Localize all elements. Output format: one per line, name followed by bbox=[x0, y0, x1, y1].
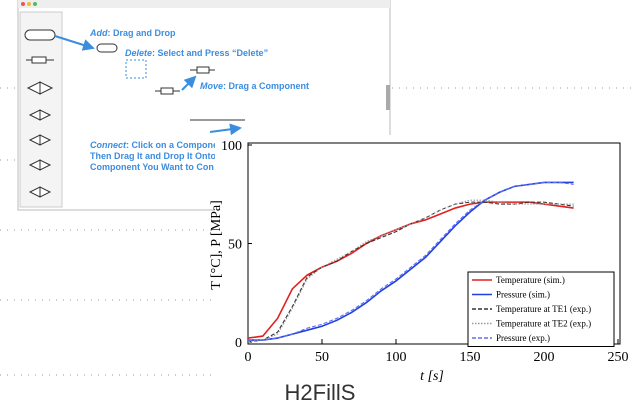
instruction-keyword: Add bbox=[89, 28, 108, 38]
instruction-text: : Drag a Component bbox=[223, 81, 309, 91]
y-tick-label: 0 bbox=[235, 336, 242, 351]
instruction: Delete: Select and Press “Delete” bbox=[125, 48, 268, 58]
legend-label: Temperature (sim.) bbox=[496, 275, 565, 285]
instruction-keyword: Delete bbox=[125, 48, 152, 58]
x-tick-label: 0 bbox=[245, 350, 252, 365]
instruction-line: Component You Want to Con bbox=[90, 162, 214, 172]
instruction-keyword: Move bbox=[200, 81, 223, 91]
x-tick-label: 50 bbox=[315, 350, 329, 365]
instruction-text: : Click on a Compone bbox=[126, 140, 218, 150]
instruction-line: Then Drag It and Drop It Onto bbox=[90, 151, 216, 161]
y-tick-label: 50 bbox=[228, 238, 242, 253]
legend-label: Pressure (exp.) bbox=[496, 333, 550, 343]
chart: 0 50 100 150 200 250 0 50 100 t [s] T [°C], P [MPa… bbox=[209, 135, 633, 385]
x-axis-label: t [s] bbox=[420, 369, 444, 384]
legend-label: Temperature at TE2 (exp.) bbox=[496, 319, 591, 329]
palette-item[interactable] bbox=[25, 30, 55, 40]
x-tick-label: 250 bbox=[608, 350, 629, 365]
instruction-keyword: Connect bbox=[90, 140, 127, 150]
x-tick-label: 200 bbox=[534, 350, 555, 365]
legend-label: Pressure (sim.) bbox=[496, 290, 550, 300]
instruction: Move: Drag a Component bbox=[200, 81, 309, 91]
instruction-text: : Drag and Drop bbox=[108, 28, 177, 38]
legend-label: Temperature at TE1 (exp.) bbox=[496, 304, 591, 314]
y-tick-label: 100 bbox=[221, 139, 242, 154]
caption: H2FillS bbox=[285, 380, 356, 405]
instruction-text: : Select and Press “Delete” bbox=[152, 48, 268, 58]
x-tick-label: 150 bbox=[460, 350, 481, 365]
instruction: Add: Drag and Drop bbox=[89, 28, 176, 38]
x-tick-label: 100 bbox=[386, 350, 407, 365]
instruction: Connect: Click on a Compone bbox=[90, 140, 218, 150]
y-axis-label: T [°C], P [MPa] bbox=[209, 200, 224, 290]
page: Add: Drag and Drop Delete: Select and Pre… bbox=[0, 0, 633, 410]
palette bbox=[20, 12, 62, 207]
